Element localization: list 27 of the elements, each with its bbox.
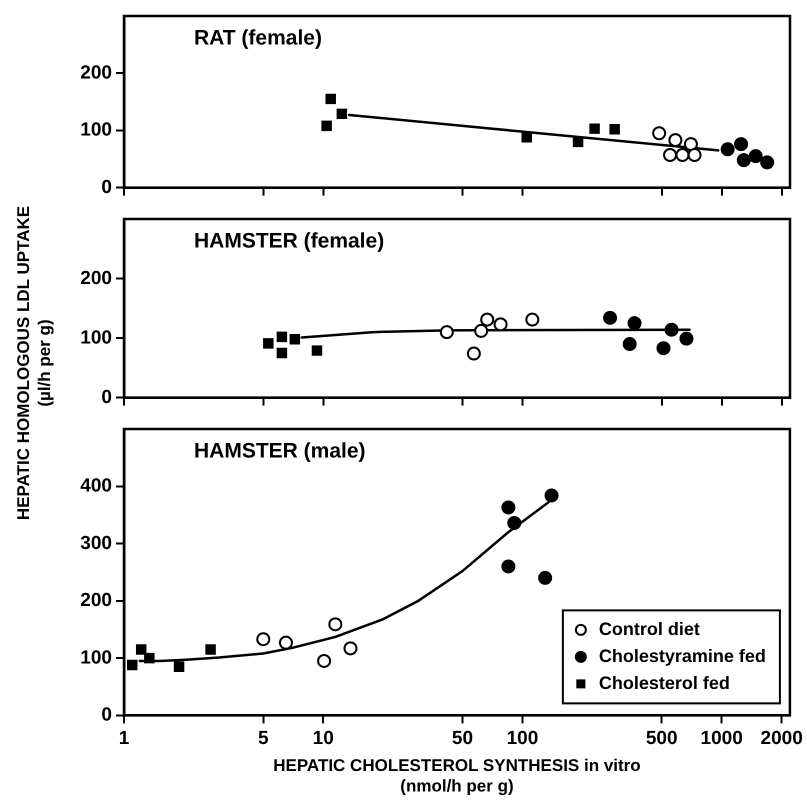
text: HAMSTER (male) — [194, 439, 366, 462]
y-tick-label: 100 — [80, 327, 112, 348]
x-tick-label: 10 — [312, 728, 334, 750]
legend-label: Control diet — [598, 618, 700, 639]
y-tick-label: 100 — [80, 647, 112, 668]
x-tick-label: 100 — [506, 728, 538, 750]
text: HAMSTER (female) — [194, 229, 384, 252]
y-tick-label: 0 — [101, 386, 112, 408]
x-tick-label: 5 — [258, 728, 269, 750]
x-tick-label: 500 — [646, 728, 678, 750]
y-tick-label: 400 — [80, 476, 112, 497]
y-tick-label: 200 — [80, 268, 112, 289]
x-tick-label: 50 — [452, 728, 474, 750]
x-axis-title: HEPATIC CHOLESTEROL SYNTHESIS in vitro (nmol/h per g) — [273, 756, 641, 796]
x-tick-label: 2000 — [760, 728, 803, 750]
y-tick-label: 100 — [80, 120, 112, 141]
y-tick-label: 0 — [101, 176, 112, 198]
y-axis-title: HEPATIC HOMOLOGOUS LDL UPTAKE (µl/h per g) — [13, 206, 55, 520]
y-tick-label: 200 — [80, 590, 112, 612]
x-tick-label: 1000 — [700, 728, 743, 750]
y-tick-label: 300 — [80, 532, 112, 554]
y-tick-label: 200 — [80, 62, 112, 84]
legend-label: Cholestyramine fed — [598, 646, 766, 666]
x-tick-label: 1 — [118, 728, 130, 750]
y-tick-label: 0 — [101, 704, 112, 726]
legend-label: Cholesterol fed — [598, 672, 730, 693]
text: RAT (female) — [194, 26, 322, 50]
